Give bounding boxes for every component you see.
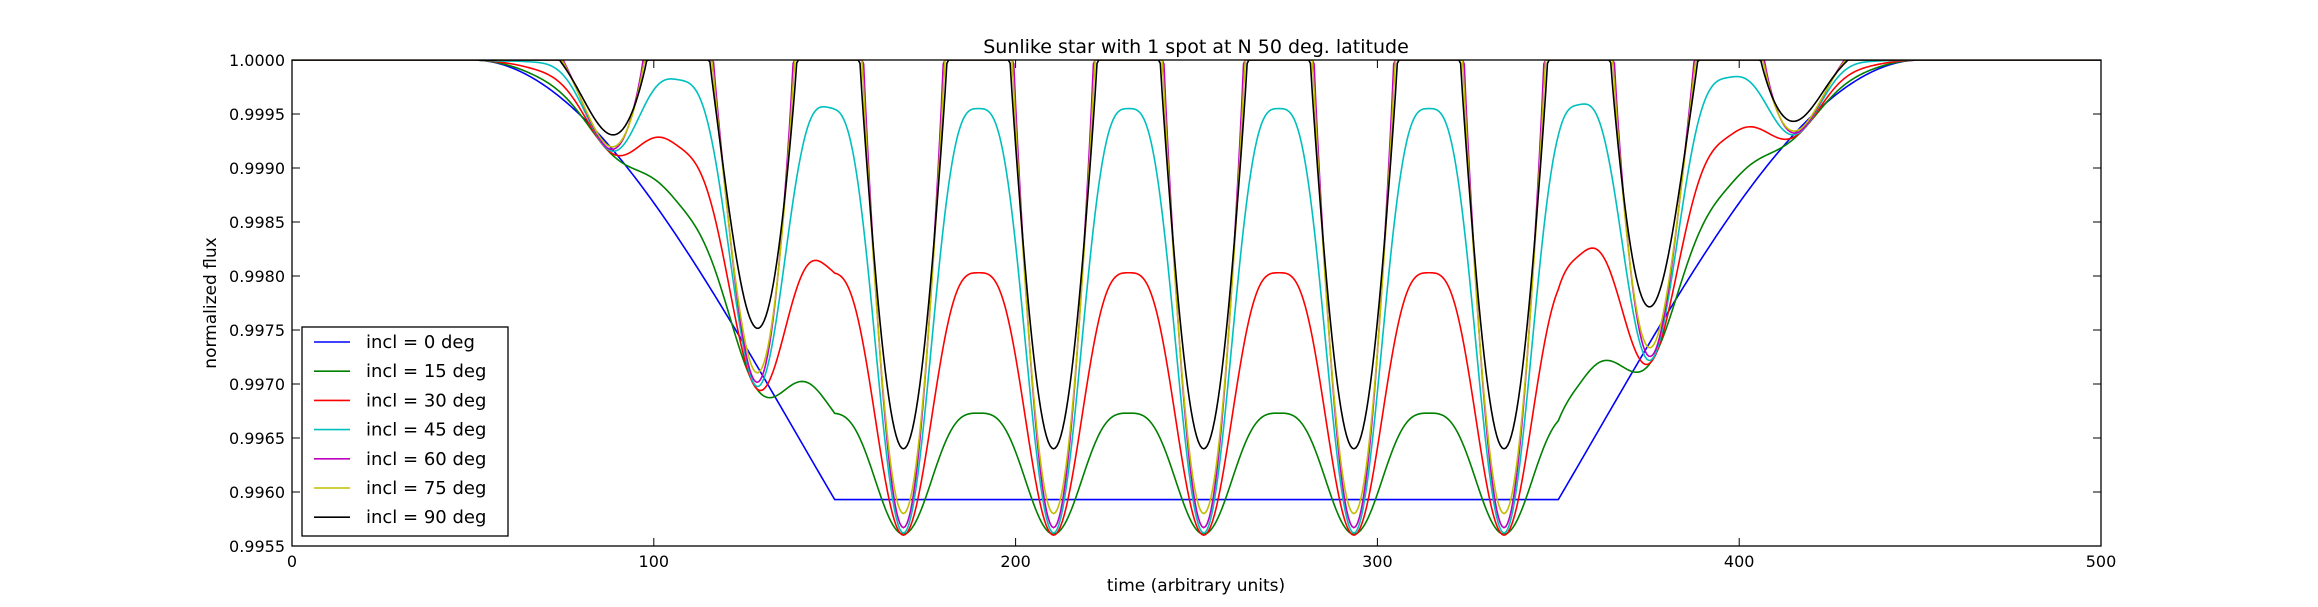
series-layer <box>292 60 2101 537</box>
y-tick-label: 0.9980 <box>229 267 285 286</box>
series-line-60-deg <box>292 60 2101 529</box>
x-axis-label: time (arbitrary units) <box>1107 576 1285 596</box>
y-tick-label: 0.9985 <box>229 213 285 232</box>
y-tick-label: 0.9965 <box>229 429 285 448</box>
plot-area <box>292 60 2101 546</box>
legend-label: incl = 30 deg <box>366 390 486 411</box>
legend-entries: incl = 0 deg incl = 15 deg incl = 30 deg in… <box>314 332 486 528</box>
x-tick-label: 300 <box>1362 552 1393 571</box>
x-tick-label: 0 <box>287 552 297 571</box>
y-tick-label: 0.9995 <box>229 105 285 124</box>
y-axis-label: normalized flux <box>201 237 221 368</box>
series-line-90-deg <box>292 60 2101 450</box>
y-tick-label: 0.9975 <box>229 321 285 340</box>
legend-label: incl = 15 deg <box>366 361 486 382</box>
x-tick-label: 500 <box>2086 552 2117 571</box>
legend-label: incl = 75 deg <box>366 478 486 499</box>
legend-label: incl = 0 deg <box>366 332 475 353</box>
x-tick-label: 100 <box>639 552 670 571</box>
legend-label: incl = 45 deg <box>366 420 486 441</box>
legend-frame <box>301 326 509 537</box>
y-tick-label: 0.9960 <box>229 483 285 502</box>
legend: incl = 0 deg incl = 15 deg incl = 30 deg in… <box>301 326 509 537</box>
x-tick-label: 200 <box>1000 552 1031 571</box>
legend-label: incl = 60 deg <box>366 449 486 470</box>
y-tick-label: 0.9990 <box>229 159 285 178</box>
plot-frame <box>291 59 2102 547</box>
x-tick-label: 400 <box>1724 552 1755 571</box>
series-line-75-deg <box>292 60 2101 515</box>
tick-labels-layer: 0 100 200 300 400 500 0.9955 0.9960 0.9965 0.9970… <box>229 51 2116 571</box>
chart-title: Sunlike star with 1 spot at N 50 deg. la… <box>983 36 1409 58</box>
legend-label: incl = 90 deg <box>366 507 486 528</box>
y-tick-label: 0.9955 <box>229 537 285 556</box>
y-tick-label: 0.9970 <box>229 375 285 394</box>
y-tick-label: 1.0000 <box>229 51 285 70</box>
